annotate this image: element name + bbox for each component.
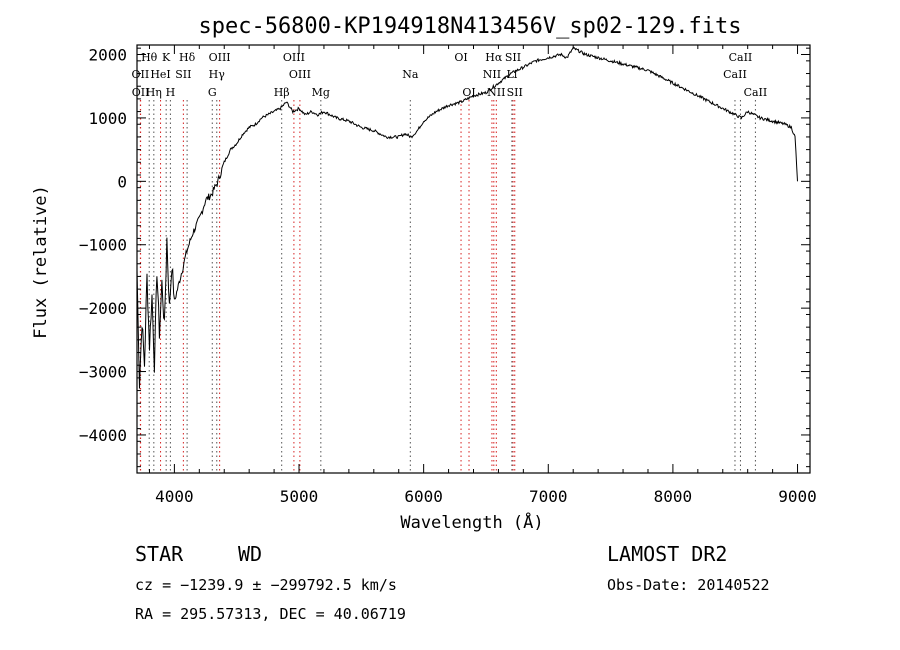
y-tick-label: 2000 xyxy=(88,46,127,65)
x-tick-label: 9000 xyxy=(778,487,817,506)
survey-name: LAMOST DR2 xyxy=(607,542,728,566)
line-label: K xyxy=(162,51,171,64)
line-label: Hδ xyxy=(179,51,196,64)
object-class: STAR xyxy=(135,542,184,566)
y-axis-label: Flux (relative) xyxy=(31,185,51,339)
y-tick-label: −4000 xyxy=(79,426,127,445)
line-label: CaII xyxy=(744,86,768,99)
line-label: Hα xyxy=(485,51,503,64)
x-tick-label: 7000 xyxy=(529,487,568,506)
line-label: Na xyxy=(402,68,419,81)
x-axis: 4000 5000 6000 7000 8000 9000 xyxy=(148,45,817,506)
object-subclass: WD xyxy=(238,542,263,566)
line-label: SII xyxy=(507,86,523,99)
line-label: Hη xyxy=(146,86,162,99)
line-label: OII xyxy=(132,68,150,81)
line-label: OI xyxy=(454,51,467,64)
obs-date: Obs-Date: 20140522 xyxy=(607,576,770,594)
line-label: Li xyxy=(506,68,517,81)
chart-title: spec-56800-KP194918N413456V_sp02-129.fit… xyxy=(198,14,741,39)
line-label: NII xyxy=(483,68,501,81)
line-label: Hθ xyxy=(141,51,158,64)
line-label: H xyxy=(166,86,176,99)
x-tick-label: 6000 xyxy=(404,487,443,506)
line-label: Hβ xyxy=(274,86,290,99)
y-tick-label: −2000 xyxy=(79,299,127,318)
spectral-line-markers xyxy=(139,100,756,473)
y-tick-label: −3000 xyxy=(79,363,127,382)
line-label: OII xyxy=(132,86,150,99)
plot-frame xyxy=(136,44,811,474)
line-label: CaII xyxy=(729,51,753,64)
x-tick-label: 8000 xyxy=(654,487,693,506)
line-label: Hγ xyxy=(209,68,226,81)
y-tick-label: −1000 xyxy=(79,236,127,255)
redshift-info: cz = −1239.9 ± −299792.5 km/s xyxy=(135,576,397,594)
line-label: SII xyxy=(175,68,191,81)
x-tick-label: 4000 xyxy=(155,487,194,506)
y-tick-label: 0 xyxy=(117,172,127,191)
line-label: OIII xyxy=(283,51,305,64)
y-axis: −4000 −3000 −2000 −1000 0 1000 2000 xyxy=(79,46,810,468)
line-label: Mg xyxy=(312,86,330,99)
y-tick-label: 1000 xyxy=(88,109,127,128)
x-axis-label: Wavelength (Å) xyxy=(400,511,543,533)
line-label: OIII xyxy=(289,68,311,81)
x-tick-label: 5000 xyxy=(280,487,319,506)
line-label: HeI xyxy=(150,68,170,81)
line-label: OIII xyxy=(209,51,231,64)
spectrum-series xyxy=(136,46,798,389)
coordinates: RA = 295.57313, DEC = 40.06719 xyxy=(135,605,406,623)
line-label: CaII xyxy=(723,68,747,81)
line-label: NII xyxy=(487,86,505,99)
line-label: G xyxy=(208,86,217,99)
line-label: SII xyxy=(505,51,521,64)
